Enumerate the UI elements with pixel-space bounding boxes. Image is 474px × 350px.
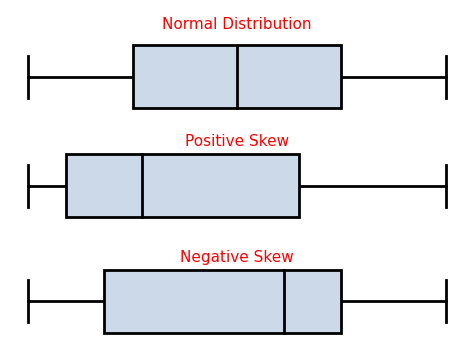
Bar	[133, 46, 341, 108]
Text: Negative Skew: Negative Skew	[180, 250, 294, 265]
Bar	[66, 154, 299, 217]
Bar	[104, 270, 341, 332]
Text: Positive Skew: Positive Skew	[185, 134, 289, 149]
Text: Normal Distribution: Normal Distribution	[162, 17, 312, 32]
